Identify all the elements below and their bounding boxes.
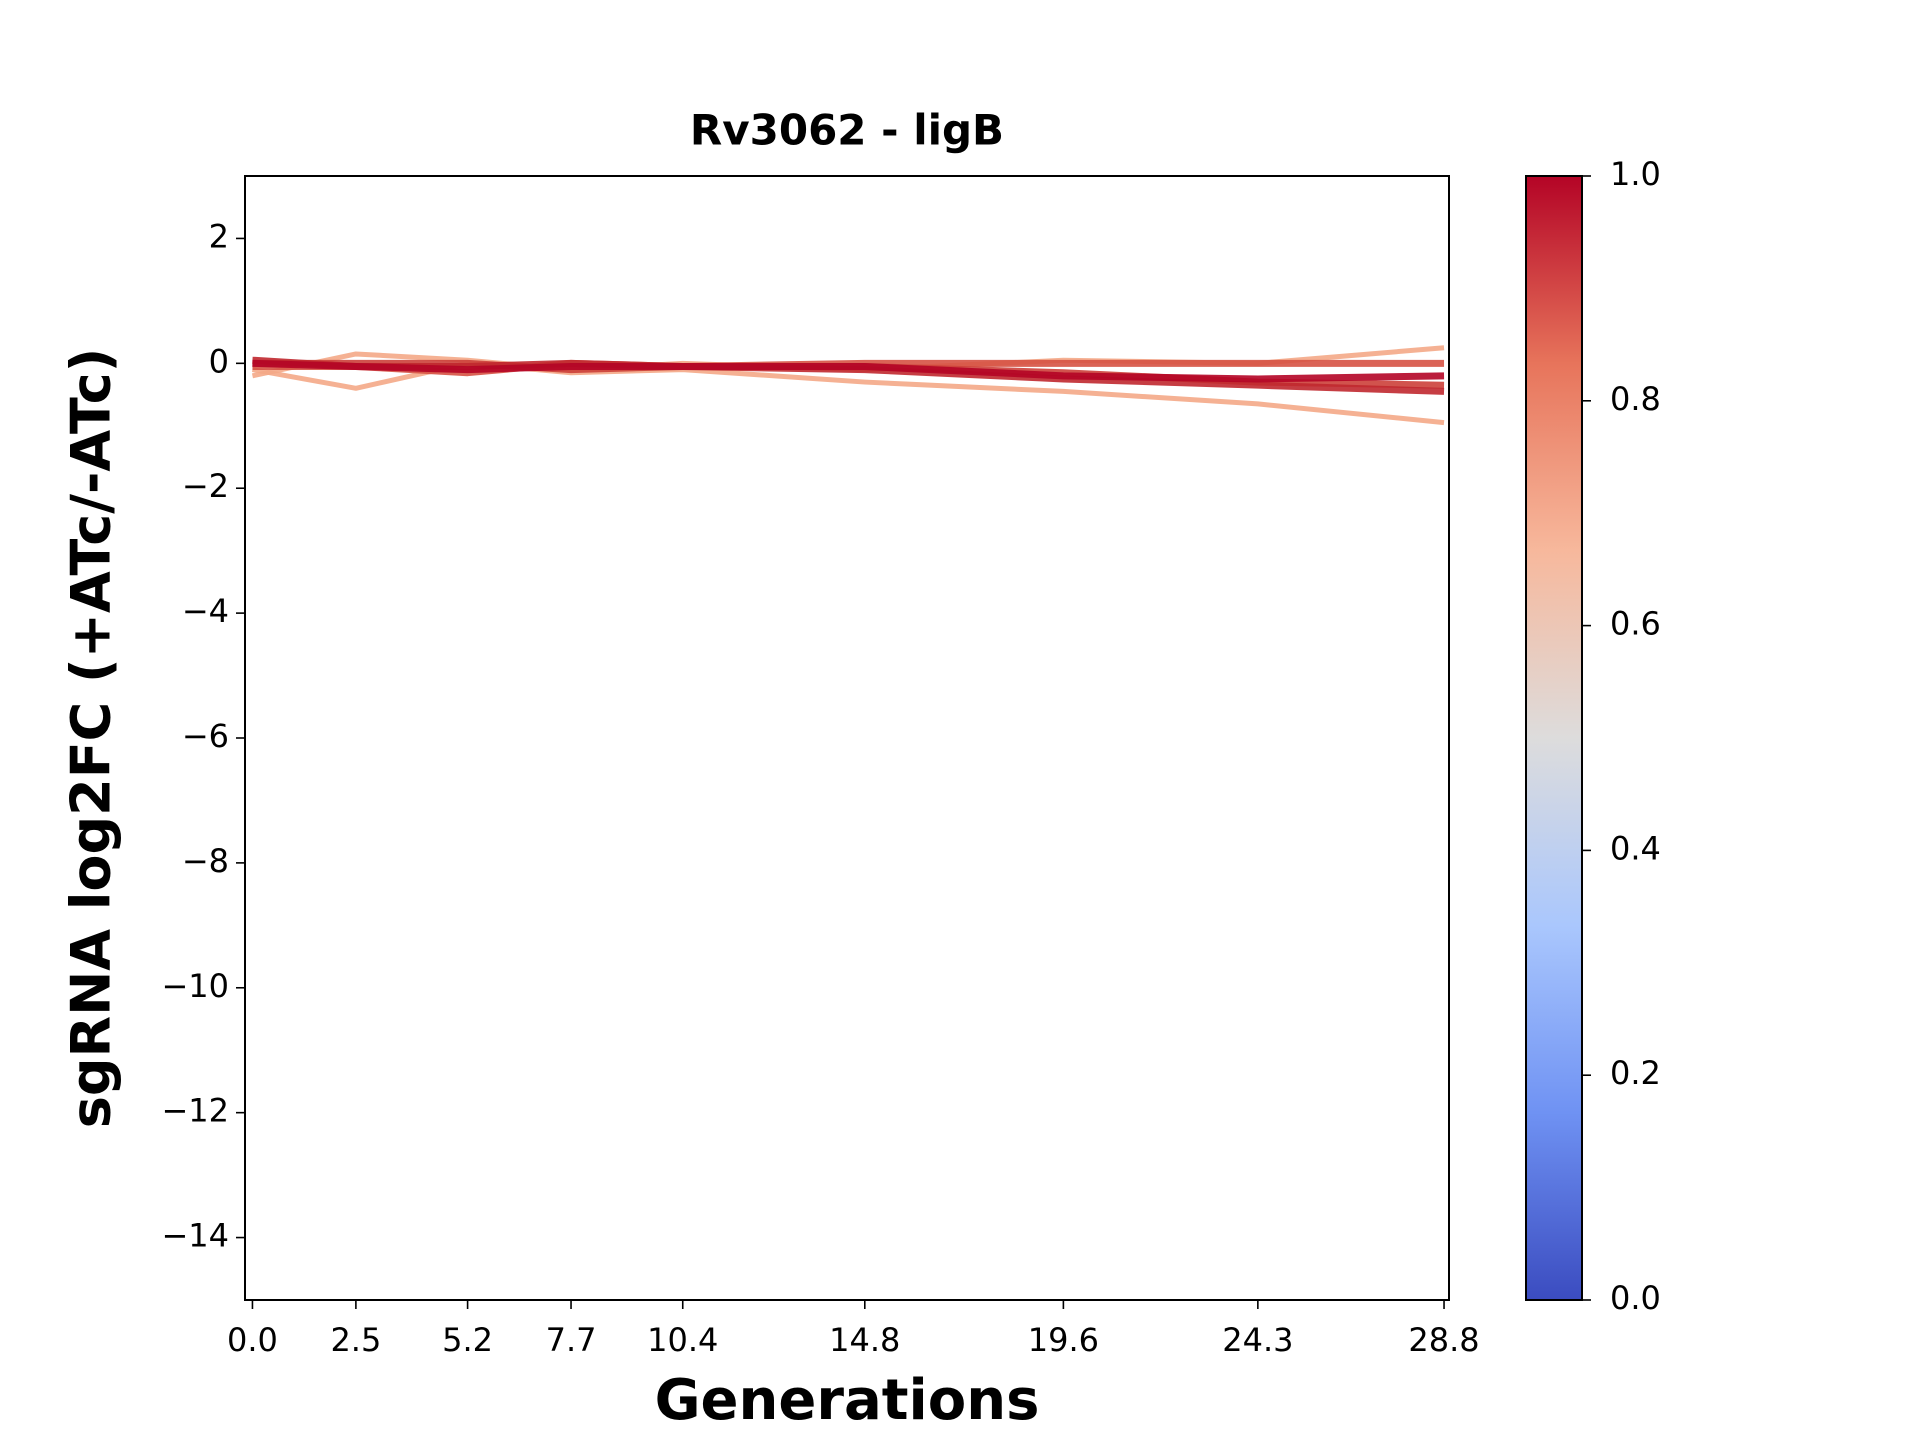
y-tick-label: −8 [182,842,229,880]
y-axis-label: sgRNA log2FC (+ATc/-ATc) [60,348,123,1129]
colorbar-tick-label: 1.0 [1610,155,1661,193]
x-axis-label: Generations [655,1368,1040,1433]
y-tick-label: −12 [161,1092,229,1130]
plot-frame [244,175,1450,1301]
y-tick-label: −10 [161,967,229,1005]
y-tick-label: 2 [209,217,229,255]
x-tick-label: 24.3 [1222,1321,1293,1359]
colorbar-tick-label: 0.4 [1610,829,1661,867]
x-tick-label: 10.4 [647,1321,718,1359]
x-tick-label: 28.8 [1408,1321,1479,1359]
x-tick-label: 7.7 [546,1321,597,1359]
colorbar [1525,175,1583,1301]
y-tick-label: −6 [182,717,229,755]
chart-title: Rv3062 - ligB [690,106,1004,155]
x-tick-label: 5.2 [442,1321,493,1359]
colorbar-tick-label: 0.8 [1610,380,1661,418]
y-tick-label: −2 [182,467,229,505]
x-tick-label: 2.5 [330,1321,381,1359]
x-tick-label: 0.0 [227,1321,278,1359]
y-tick-label: −4 [182,592,229,630]
series-line [252,359,1445,383]
colorbar-tick-label: 0.2 [1610,1054,1661,1092]
y-tick-label: 0 [209,342,229,380]
x-tick-label: 19.6 [1028,1321,1099,1359]
colorbar-tick-label: 0.0 [1610,1279,1661,1317]
x-tick-label: 14.8 [829,1321,900,1359]
y-tick-label: −14 [161,1217,229,1255]
colorbar-tick-label: 0.6 [1610,605,1661,643]
